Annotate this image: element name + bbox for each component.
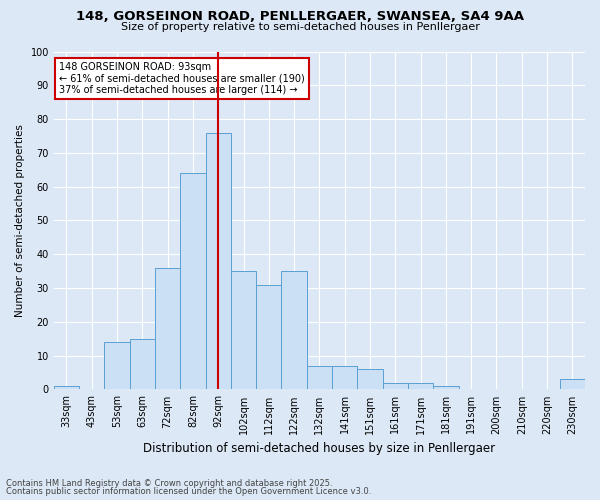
Bar [281,271,307,390]
Bar [307,366,332,390]
Bar [206,132,231,390]
Bar [408,382,433,390]
Text: 148 GORSEINON ROAD: 93sqm
← 61% of semi-detached houses are smaller (190)
37% of: 148 GORSEINON ROAD: 93sqm ← 61% of semi-… [59,62,305,95]
Bar [560,380,585,390]
Bar [155,268,180,390]
Bar [180,173,206,390]
Y-axis label: Number of semi-detached properties: Number of semi-detached properties [15,124,25,317]
Text: Contains public sector information licensed under the Open Government Licence v3: Contains public sector information licen… [6,487,371,496]
Bar [130,338,155,390]
Text: 148, GORSEINON ROAD, PENLLERGAER, SWANSEA, SA4 9AA: 148, GORSEINON ROAD, PENLLERGAER, SWANSE… [76,10,524,23]
Bar [104,342,130,390]
Bar [231,271,256,390]
Bar [383,382,408,390]
Bar [433,386,458,390]
X-axis label: Distribution of semi-detached houses by size in Penllergaer: Distribution of semi-detached houses by … [143,442,496,455]
Bar [54,386,79,390]
Text: Size of property relative to semi-detached houses in Penllergaer: Size of property relative to semi-detach… [121,22,479,32]
Bar [358,369,383,390]
Text: Contains HM Land Registry data © Crown copyright and database right 2025.: Contains HM Land Registry data © Crown c… [6,478,332,488]
Bar [332,366,358,390]
Bar [256,284,281,390]
